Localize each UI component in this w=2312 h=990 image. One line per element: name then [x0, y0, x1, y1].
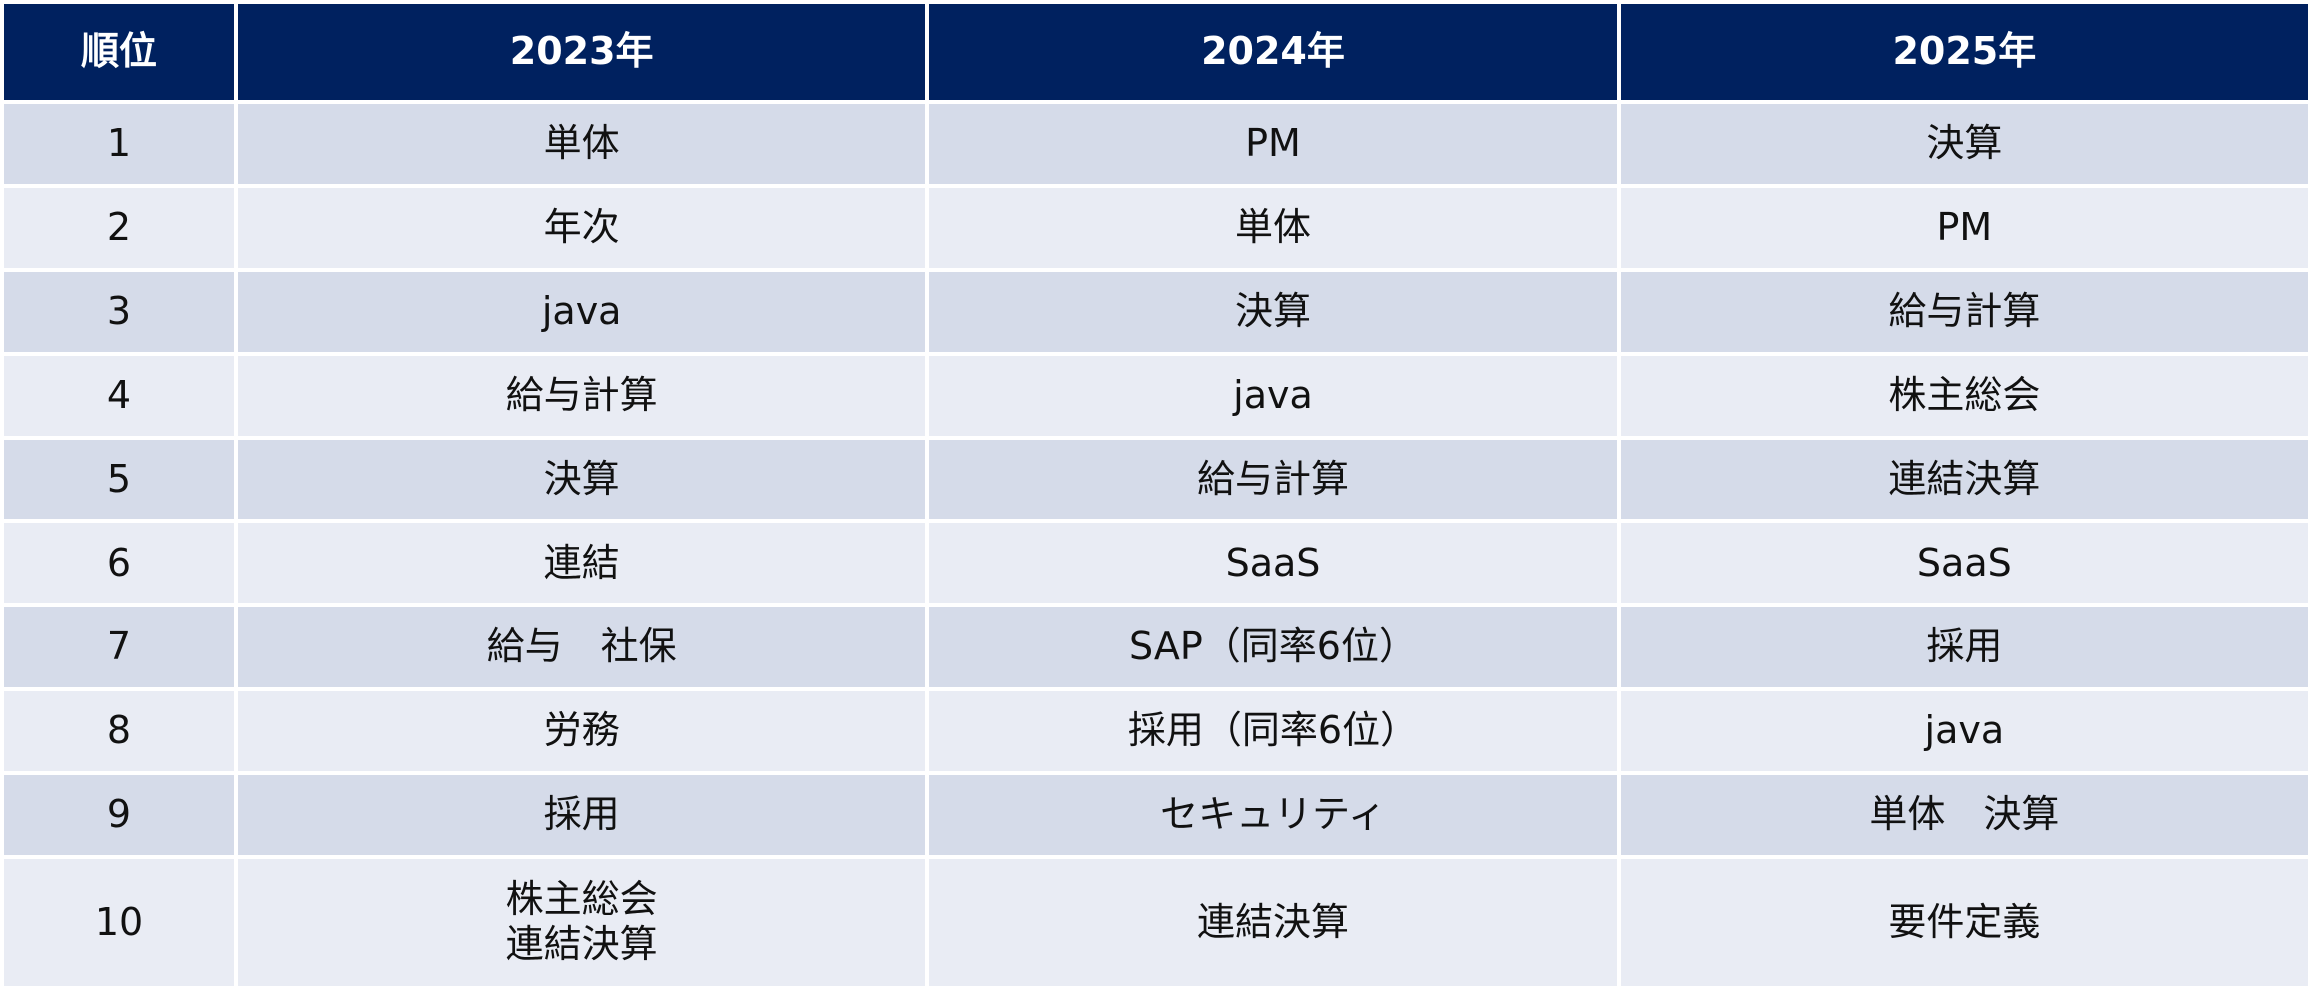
rank-cell: 2 [4, 187, 234, 268]
keyword-cell: 単体 [238, 104, 926, 184]
keyword-cell: 連結 [238, 523, 926, 604]
rank-cell: 3 [4, 271, 234, 352]
keyword-cell: 労務 [238, 691, 926, 771]
table-row: 4 給与計算 java 株主総会 [4, 355, 2308, 436]
keyword-cell: 決算 [929, 271, 1617, 352]
keyword-cell: 年次 [238, 187, 926, 268]
rank-cell: 4 [4, 355, 234, 436]
keyword-cell: 連結決算 [1620, 439, 2308, 520]
header-cell: 2023年 [238, 4, 926, 100]
keyword-cell: 給与 社保 [238, 607, 926, 688]
keyword-cell: 株主総会 連結決算 [238, 858, 926, 986]
rank-cell: 9 [4, 775, 234, 855]
table-row: 2 年次 単体 PM [4, 187, 2308, 268]
keyword-cell: 単体 [929, 187, 1617, 268]
keyword-cell: 給与計算 [1620, 271, 2308, 352]
table-row: 8 労務 採用（同率6位） java [4, 691, 2308, 771]
header-cell: 順位 [4, 4, 234, 100]
table-header: 順位 2023年 2024年 2025年 [4, 4, 2308, 100]
rank-cell: 1 [4, 104, 234, 184]
keyword-cell: PM [1620, 187, 2308, 268]
table-row: 5 決算 給与計算 連結決算 [4, 439, 2308, 520]
keyword-cell: java [238, 271, 926, 352]
keyword-cell: 株主総会 [1620, 355, 2308, 436]
rank-cell: 7 [4, 607, 234, 688]
table-row: 9 採用 セキュリティ 単体 決算 [4, 775, 2308, 855]
keyword-cell: 給与計算 [929, 439, 1617, 520]
rank-cell: 6 [4, 523, 234, 604]
keyword-cell: 給与計算 [238, 355, 926, 436]
header-cell: 2024年 [929, 4, 1617, 100]
table-row: 3 java 決算 給与計算 [4, 271, 2308, 352]
rank-cell: 8 [4, 691, 234, 771]
keyword-cell: java [929, 355, 1617, 436]
rank-cell: 10 [4, 858, 234, 986]
keyword-cell: 採用 [238, 775, 926, 855]
rank-cell: 5 [4, 439, 234, 520]
table-body: 1 単体 PM 決算 2 年次 単体 PM 3 java 決算 給与計算 4 給与計算 java 株主総会 5 決… [4, 104, 2308, 986]
table-row: 6 連結 SaaS SaaS [4, 523, 2308, 604]
keyword-cell: 連結決算 [929, 858, 1617, 986]
header-cell: 2025年 [1620, 4, 2308, 100]
table-row: 7 給与 社保 SAP（同率6位） 採用 [4, 607, 2308, 688]
keyword-cell: SaaS [1620, 523, 2308, 604]
keyword-cell: 決算 [238, 439, 926, 520]
keyword-cell: 決算 [1620, 104, 2308, 184]
table-row: 10 株主総会 連結決算 連結決算 要件定義 [4, 858, 2308, 986]
keyword-cell: 単体 決算 [1620, 775, 2308, 855]
keyword-cell: セキュリティ [929, 775, 1617, 855]
keyword-cell: 要件定義 [1620, 858, 2308, 986]
keyword-cell: java [1620, 691, 2308, 771]
keyword-cell: 採用（同率6位） [929, 691, 1617, 771]
keyword-cell: SaaS [929, 523, 1617, 604]
keyword-cell: SAP（同率6位） [929, 607, 1617, 688]
table-row: 1 単体 PM 決算 [4, 104, 2308, 184]
keyword-cell: PM [929, 104, 1617, 184]
header-row: 順位 2023年 2024年 2025年 [4, 4, 2308, 100]
keyword-cell: 採用 [1620, 607, 2308, 688]
